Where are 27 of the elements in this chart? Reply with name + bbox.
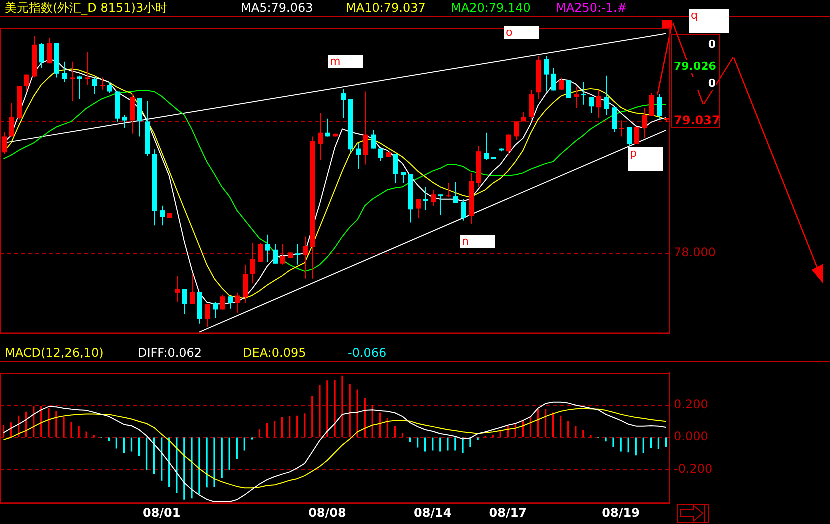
annotation: n [460,235,495,248]
x-tick-label: 08/01 [142,506,181,520]
y-tick-label: -0.200 [674,462,713,476]
text: MA20:79.140 [451,1,532,15]
y-tick-label: 78.000 [674,246,716,260]
chart-title: 美元指数(外汇_D 8151)3小时 [4,0,169,16]
text: MA5:79.063 [241,1,314,15]
x-tick-label: 08/19 [602,506,640,520]
chart-title: MACD(12,26,10) [4,346,105,360]
text: q [689,9,729,33]
text: DEA:0.095 [243,346,308,360]
annotation: p [628,147,663,171]
x-tick-label: 08/14 [414,506,452,520]
text: 0 [690,77,716,90]
annotation: o [504,26,539,39]
y-tick-label: 79.037 [674,114,720,128]
x-tick-label: 08/08 [308,506,346,520]
series-label: -0.066 [348,346,388,360]
legend-label: MA250:-1.# [556,1,628,15]
text: MA10:79.037 [346,1,427,15]
annotation: m [328,55,363,68]
text: DIFF:0.062 [138,346,204,360]
x-tick-label: 08/17 [489,506,528,520]
text: 79.026 [674,60,716,73]
text: 0 [690,38,716,51]
y-tick-label: 0.000 [674,430,708,444]
y-tick-label: 0.200 [674,398,708,412]
